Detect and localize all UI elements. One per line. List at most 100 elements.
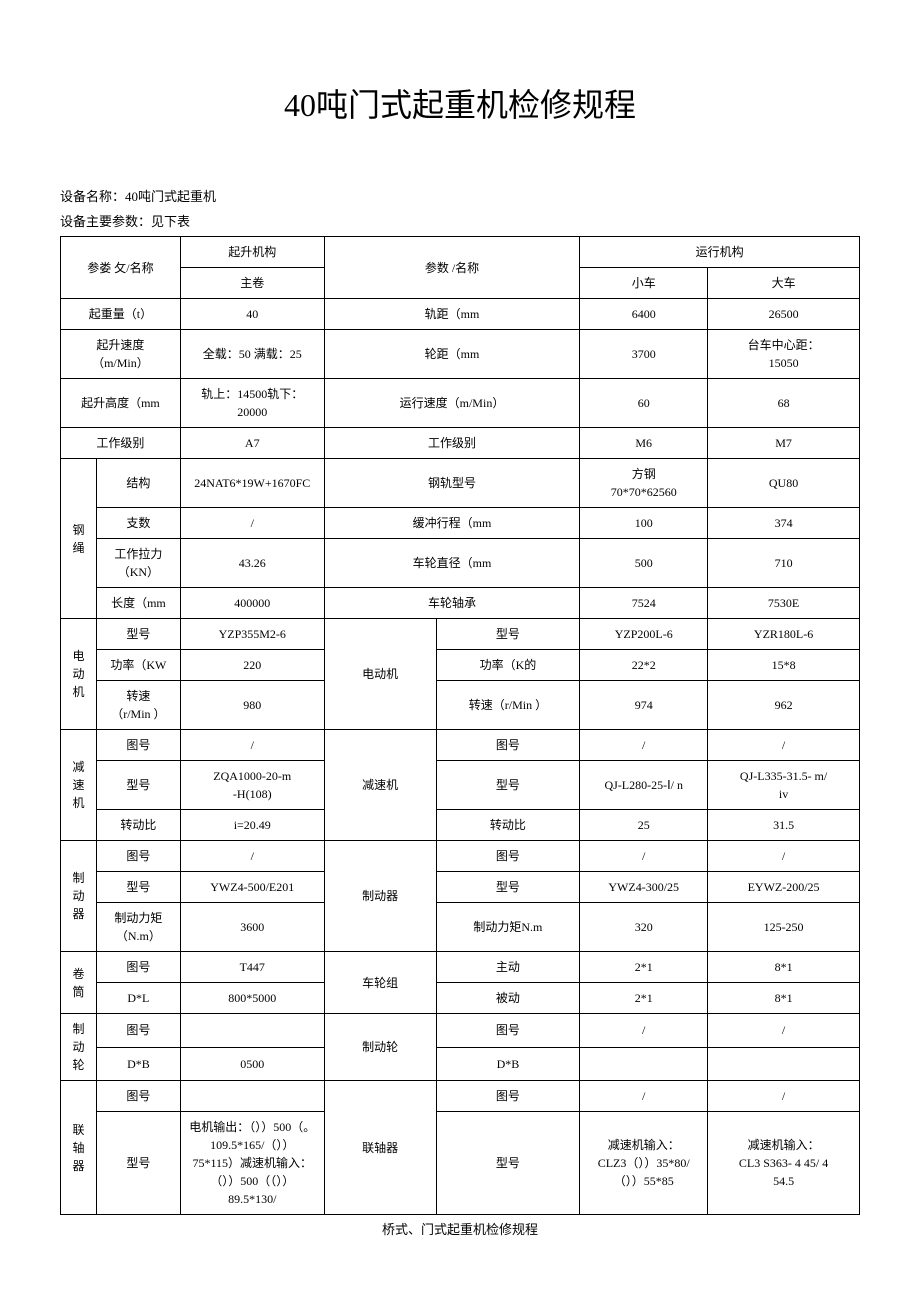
cell-value bbox=[180, 1081, 324, 1112]
cell-label: 制动力矩N.m bbox=[436, 903, 580, 952]
cell-value: 800*5000 bbox=[180, 983, 324, 1014]
cell-label: 车轮直径（mm bbox=[324, 539, 580, 588]
group-brake-wheel: 制动轮 bbox=[61, 1014, 97, 1081]
cell-value: 25 bbox=[580, 810, 708, 841]
cell-value: / bbox=[708, 1014, 860, 1048]
cell-label: 起重量（t） bbox=[61, 299, 181, 330]
cell-value: 24NAT6*19W+1670FC bbox=[180, 459, 324, 508]
page-title: 40吨门式起重机检修规程 bbox=[60, 80, 860, 126]
table-row: 起升高度（mm 轨上：14500轨下：20000 运行速度（m/Min） 60 … bbox=[61, 379, 860, 428]
cell-value: QJ-L280-25-Ⅰ/ n bbox=[580, 761, 708, 810]
hdr-param-right: 参数 /名称 bbox=[324, 237, 580, 299]
group-wheel-right: 车轮组 bbox=[324, 952, 436, 1014]
cell-label: 图号 bbox=[96, 952, 180, 983]
cell-label: 型号 bbox=[96, 872, 180, 903]
cell-value: 3700 bbox=[580, 330, 708, 379]
param-note: 见下表 bbox=[151, 214, 190, 229]
cell-label: 钢轨型号 bbox=[324, 459, 580, 508]
table-row: 减速机 图号 / 减速机 图号 / / bbox=[61, 730, 860, 761]
cell-label: 图号 bbox=[96, 841, 180, 872]
table-row: 钢 绳 结构 24NAT6*19W+1670FC 钢轨型号 方钢70*70*62… bbox=[61, 459, 860, 508]
cell-label: 图号 bbox=[436, 730, 580, 761]
cell-value: 26500 bbox=[708, 299, 860, 330]
cell-label: 型号 bbox=[436, 872, 580, 903]
cell-value: 220 bbox=[180, 650, 324, 681]
cell-label: 转速（r/Min ） bbox=[96, 681, 180, 730]
cell-label: 工作级别 bbox=[324, 428, 580, 459]
group-motor: 电 动机 bbox=[61, 619, 97, 730]
cell-value: EYWZ-200/25 bbox=[708, 872, 860, 903]
param-line: 设备主要参数：见下表 bbox=[60, 211, 860, 230]
cell-label: 图号 bbox=[436, 1081, 580, 1112]
table-row: 转速（r/Min ） 980 转速（r/Min ） 974 962 bbox=[61, 681, 860, 730]
device-name-value: 40吨门式起重机 bbox=[125, 189, 216, 204]
cell-value: 15*8 bbox=[708, 650, 860, 681]
cell-value: 2*1 bbox=[580, 952, 708, 983]
group-brake: 制动器 bbox=[61, 841, 97, 952]
cell-label: 型号 bbox=[96, 761, 180, 810]
cell-label: 型号 bbox=[96, 1112, 180, 1215]
table-row: 长度（mm 400000 车轮轴承 7524 7530E bbox=[61, 588, 860, 619]
cell-value: 7524 bbox=[580, 588, 708, 619]
cell-value: 125-250 bbox=[708, 903, 860, 952]
cell-label: 工作拉力（KN） bbox=[96, 539, 180, 588]
cell-label: 图号 bbox=[96, 730, 180, 761]
cell-label: 缓冲行程（mm bbox=[324, 508, 580, 539]
cell-value: YWZ4-500/E201 bbox=[180, 872, 324, 903]
cell-label: D*L bbox=[96, 983, 180, 1014]
cell-value: 68 bbox=[708, 379, 860, 428]
group-motor-right: 电动机 bbox=[324, 619, 436, 730]
footer-note: 桥式、门式起重机检修规程 bbox=[60, 1219, 860, 1238]
table-row: 制动力矩（N.m） 3600 制动力矩N.m 320 125-250 bbox=[61, 903, 860, 952]
cell-label: 运行速度（m/Min） bbox=[324, 379, 580, 428]
cell-value: 962 bbox=[708, 681, 860, 730]
cell-label: 图号 bbox=[436, 841, 580, 872]
group-rope: 钢 绳 bbox=[61, 459, 97, 619]
cell-value: 43.26 bbox=[180, 539, 324, 588]
cell-value: M7 bbox=[708, 428, 860, 459]
cell-label: 轮距（mm bbox=[324, 330, 580, 379]
cell-label: 功率（KW bbox=[96, 650, 180, 681]
cell-value: QU80 bbox=[708, 459, 860, 508]
cell-value: / bbox=[708, 1081, 860, 1112]
cell-value: YWZ4-300/25 bbox=[580, 872, 708, 903]
cell-value: 100 bbox=[580, 508, 708, 539]
group-brake-wheel-right: 制动轮 bbox=[324, 1014, 436, 1081]
table-row: 功率（KW 220 功率（K的 22*2 15*8 bbox=[61, 650, 860, 681]
cell-label: 制动力矩（N.m） bbox=[96, 903, 180, 952]
cell-value: 减速机输入：CLZ3（））35*80/（））55*85 bbox=[580, 1112, 708, 1215]
cell-label: 工作级别 bbox=[61, 428, 181, 459]
cell-value: 轨上：14500轨下：20000 bbox=[180, 379, 324, 428]
table-row: 支数 / 缓冲行程（mm 100 374 bbox=[61, 508, 860, 539]
table-row: 工作级别 A7 工作级别 M6 M7 bbox=[61, 428, 860, 459]
cell-value: i=20.49 bbox=[180, 810, 324, 841]
cell-label: 车轮轴承 bbox=[324, 588, 580, 619]
cell-label: 主动 bbox=[436, 952, 580, 983]
cell-value: / bbox=[580, 730, 708, 761]
table-row: 电 动机 型号 YZP355M2-6 电动机 型号 YZP200L-6 YZR1… bbox=[61, 619, 860, 650]
cell-value: 方钢70*70*62560 bbox=[580, 459, 708, 508]
table-row: 卷 筒 图号 T447 车轮组 主动 2*1 8*1 bbox=[61, 952, 860, 983]
hdr-lift-mech: 起升机构 bbox=[180, 237, 324, 268]
table-row: 工作拉力（KN） 43.26 车轮直径（mm 500 710 bbox=[61, 539, 860, 588]
table-row: 起重量（t） 40 轨距（mm 6400 26500 bbox=[61, 299, 860, 330]
cell-label: 图号 bbox=[96, 1081, 180, 1112]
cell-value: 6400 bbox=[580, 299, 708, 330]
cell-value bbox=[708, 1047, 860, 1081]
cell-value: 974 bbox=[580, 681, 708, 730]
cell-value: 980 bbox=[180, 681, 324, 730]
cell-value: 31.5 bbox=[708, 810, 860, 841]
cell-value: 台车中心距：15050 bbox=[708, 330, 860, 379]
cell-value: / bbox=[580, 1014, 708, 1048]
cell-value: 320 bbox=[580, 903, 708, 952]
cell-label: 起升高度（mm bbox=[61, 379, 181, 428]
cell-label: 结构 bbox=[96, 459, 180, 508]
cell-value: / bbox=[708, 730, 860, 761]
cell-value: 40 bbox=[180, 299, 324, 330]
cell-label: 转动比 bbox=[96, 810, 180, 841]
cell-label: 图号 bbox=[96, 1014, 180, 1048]
group-drum: 卷 筒 bbox=[61, 952, 97, 1014]
cell-value: 8*1 bbox=[708, 983, 860, 1014]
cell-value: 710 bbox=[708, 539, 860, 588]
table-row: D*L 800*5000 被动 2*1 8*1 bbox=[61, 983, 860, 1014]
